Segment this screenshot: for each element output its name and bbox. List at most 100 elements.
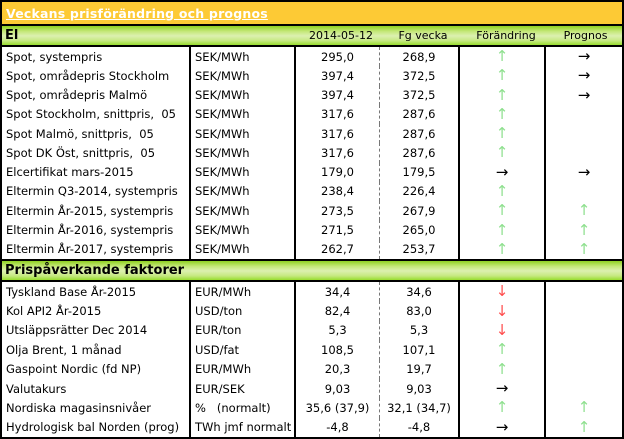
- row-current-value: 238,4: [296, 181, 380, 202]
- row-label: Eltermin År-2015, systempris: [2, 201, 191, 221]
- change-up-arrow-icon: ↑: [495, 201, 509, 220]
- change-up-arrow-icon: ↑: [495, 85, 509, 104]
- forecast-arrow-cell: [546, 143, 622, 162]
- table-row: Spot, områdepris Malmö SEK/MWh 397,4 372…: [2, 85, 622, 105]
- forecast-right-arrow-icon: →: [577, 47, 591, 66]
- row-current-value: 397,4: [296, 66, 380, 86]
- change-arrow-cell: ↓: [460, 282, 546, 302]
- row-prev-week-value: 107,1: [380, 340, 460, 360]
- section-label-el: El: [5, 28, 19, 43]
- change-up-arrow-icon: ↑: [495, 104, 509, 123]
- row-prev-week-value: 265,0: [380, 220, 460, 240]
- forecast-arrow-cell: [546, 321, 622, 340]
- table-row: Nordiska magasinsnivåer % (normalt) 35,6…: [2, 398, 622, 418]
- section-header-faktorer: Prispåverkande faktorer: [2, 259, 622, 282]
- forecast-arrow-cell: ↑: [546, 201, 622, 220]
- row-current-value: 82,4: [296, 301, 380, 321]
- table-row: Tyskland Base År-2015 EUR/MWh 34,4 34,6 …: [2, 282, 622, 302]
- row-label: Valutakurs: [2, 378, 191, 399]
- forecast-arrow-cell: →: [546, 163, 622, 182]
- forecast-arrow-cell: ↑: [546, 220, 622, 239]
- row-prev-week-value: 287,6: [380, 143, 460, 163]
- row-label: Spot DK Öst, snittpris, 05: [2, 143, 191, 163]
- row-prev-week-value: 268,9: [380, 47, 460, 67]
- change-arrow-cell: ↑: [460, 104, 546, 125]
- row-prev-week-value: 287,6: [380, 104, 460, 125]
- table-row: Eltermin Q3-2014, systempris SEK/MWh 238…: [2, 181, 622, 202]
- row-prev-week-value: 372,5: [380, 66, 460, 86]
- change-up-arrow-icon: ↑: [495, 359, 509, 378]
- row-current-value: 35,6 (37,9): [296, 398, 380, 418]
- change-up-arrow-icon: ↑: [495, 340, 509, 359]
- row-current-value: 397,4: [296, 85, 380, 105]
- row-unit: USD/ton: [191, 301, 296, 321]
- row-label: Spot, områdepris Malmö: [2, 85, 191, 105]
- table-row: Olja Brent, 1 månad USD/fat 108,5 107,1 …: [2, 340, 622, 360]
- row-unit: SEK/MWh: [191, 124, 296, 144]
- change-arrow-cell: ↑: [460, 143, 546, 163]
- forecast-arrow-cell: [546, 379, 622, 398]
- forecast-up-arrow-icon: ↑: [577, 220, 591, 239]
- table-row: Elcertifikat mars-2015 SEK/MWh 179,0 179…: [2, 162, 622, 182]
- forecast-arrow-cell: →: [546, 66, 622, 85]
- row-label: Spot Stockholm, snittpris, 05: [2, 104, 191, 125]
- forecast-arrow-cell: ↑: [546, 240, 622, 259]
- table-row: Kol API2 År-2015 USD/ton 82,4 83,0 ↓: [2, 301, 622, 321]
- row-unit: TWh jmf normalt: [191, 417, 296, 437]
- row-unit: SEK/MWh: [191, 162, 296, 182]
- row-label: Spot, systempris: [2, 47, 191, 67]
- row-prev-week-value: 19,7: [380, 359, 460, 379]
- row-unit: % (normalt): [191, 398, 296, 418]
- row-prev-week-value: 287,6: [380, 124, 460, 144]
- table-row: Hydrologisk bal Norden (prog) TWh jmf no…: [2, 417, 622, 437]
- row-label: Hydrologisk bal Norden (prog): [2, 417, 191, 437]
- column-header-change: Förändring: [476, 29, 536, 42]
- change-up-arrow-icon: ↑: [495, 143, 509, 162]
- forecast-arrow-cell: ↑: [546, 398, 622, 417]
- row-label: Spot Malmö, snittpris, 05: [2, 124, 191, 144]
- change-up-arrow-icon: ↑: [495, 220, 509, 239]
- forecast-up-arrow-icon: ↑: [577, 417, 591, 436]
- change-down-arrow-icon: ↓: [495, 282, 509, 301]
- row-unit: SEK/MWh: [191, 85, 296, 105]
- row-label: Eltermin År-2017, systempris: [2, 239, 191, 259]
- table-row: Eltermin År-2016, systempris SEK/MWh 271…: [2, 220, 622, 240]
- row-unit: SEK/MWh: [191, 201, 296, 221]
- change-up-arrow-icon: ↑: [495, 239, 509, 258]
- row-prev-week-value: 83,0: [380, 301, 460, 321]
- row-prev-week-value: 34,6: [380, 282, 460, 302]
- change-right-arrow-icon: →: [495, 417, 509, 436]
- forecast-arrow-cell: [546, 182, 622, 201]
- row-current-value: 9,03: [296, 378, 380, 399]
- column-header-prev-week: Fg vecka: [398, 29, 448, 42]
- change-down-arrow-icon: ↓: [495, 320, 509, 339]
- change-arrow-cell: ↓: [460, 301, 546, 321]
- table-row: Spot Malmö, snittpris, 05 SEK/MWh 317,6 …: [2, 124, 622, 144]
- change-arrow-cell: ↑: [460, 220, 546, 240]
- row-label: Elcertifikat mars-2015: [2, 162, 191, 182]
- row-current-value: 179,0: [296, 162, 380, 182]
- row-unit: EUR/SEK: [191, 378, 296, 399]
- row-prev-week-value: -4,8: [380, 417, 460, 437]
- column-header-date: 2014-05-12: [309, 29, 373, 42]
- row-label: Spot, områdepris Stockholm: [2, 66, 191, 86]
- change-arrow-cell: ↑: [460, 85, 546, 105]
- change-arrow-cell: ↑: [460, 359, 546, 379]
- row-unit: SEK/MWh: [191, 66, 296, 86]
- row-prev-week-value: 226,4: [380, 181, 460, 202]
- change-up-arrow-icon: ↑: [495, 181, 509, 200]
- change-up-arrow-icon: ↑: [495, 124, 509, 143]
- row-current-value: 34,4: [296, 282, 380, 302]
- row-unit: EUR/ton: [191, 320, 296, 341]
- row-prev-week-value: 372,5: [380, 85, 460, 105]
- change-down-arrow-icon: ↓: [495, 301, 509, 320]
- section-label-faktorer: Prispåverkande faktorer: [5, 263, 185, 278]
- row-label: Eltermin Q3-2014, systempris: [2, 181, 191, 202]
- forecast-right-arrow-icon: →: [577, 85, 591, 104]
- el-section-rows: Spot, systempris SEK/MWh 295,0 268,9 ↑ →…: [2, 47, 622, 259]
- row-current-value: 273,5: [296, 201, 380, 221]
- forecast-up-arrow-icon: ↑: [577, 201, 591, 220]
- page-title: Veckans prisförändring och prognos: [6, 5, 268, 21]
- change-arrow-cell: ↓: [460, 320, 546, 341]
